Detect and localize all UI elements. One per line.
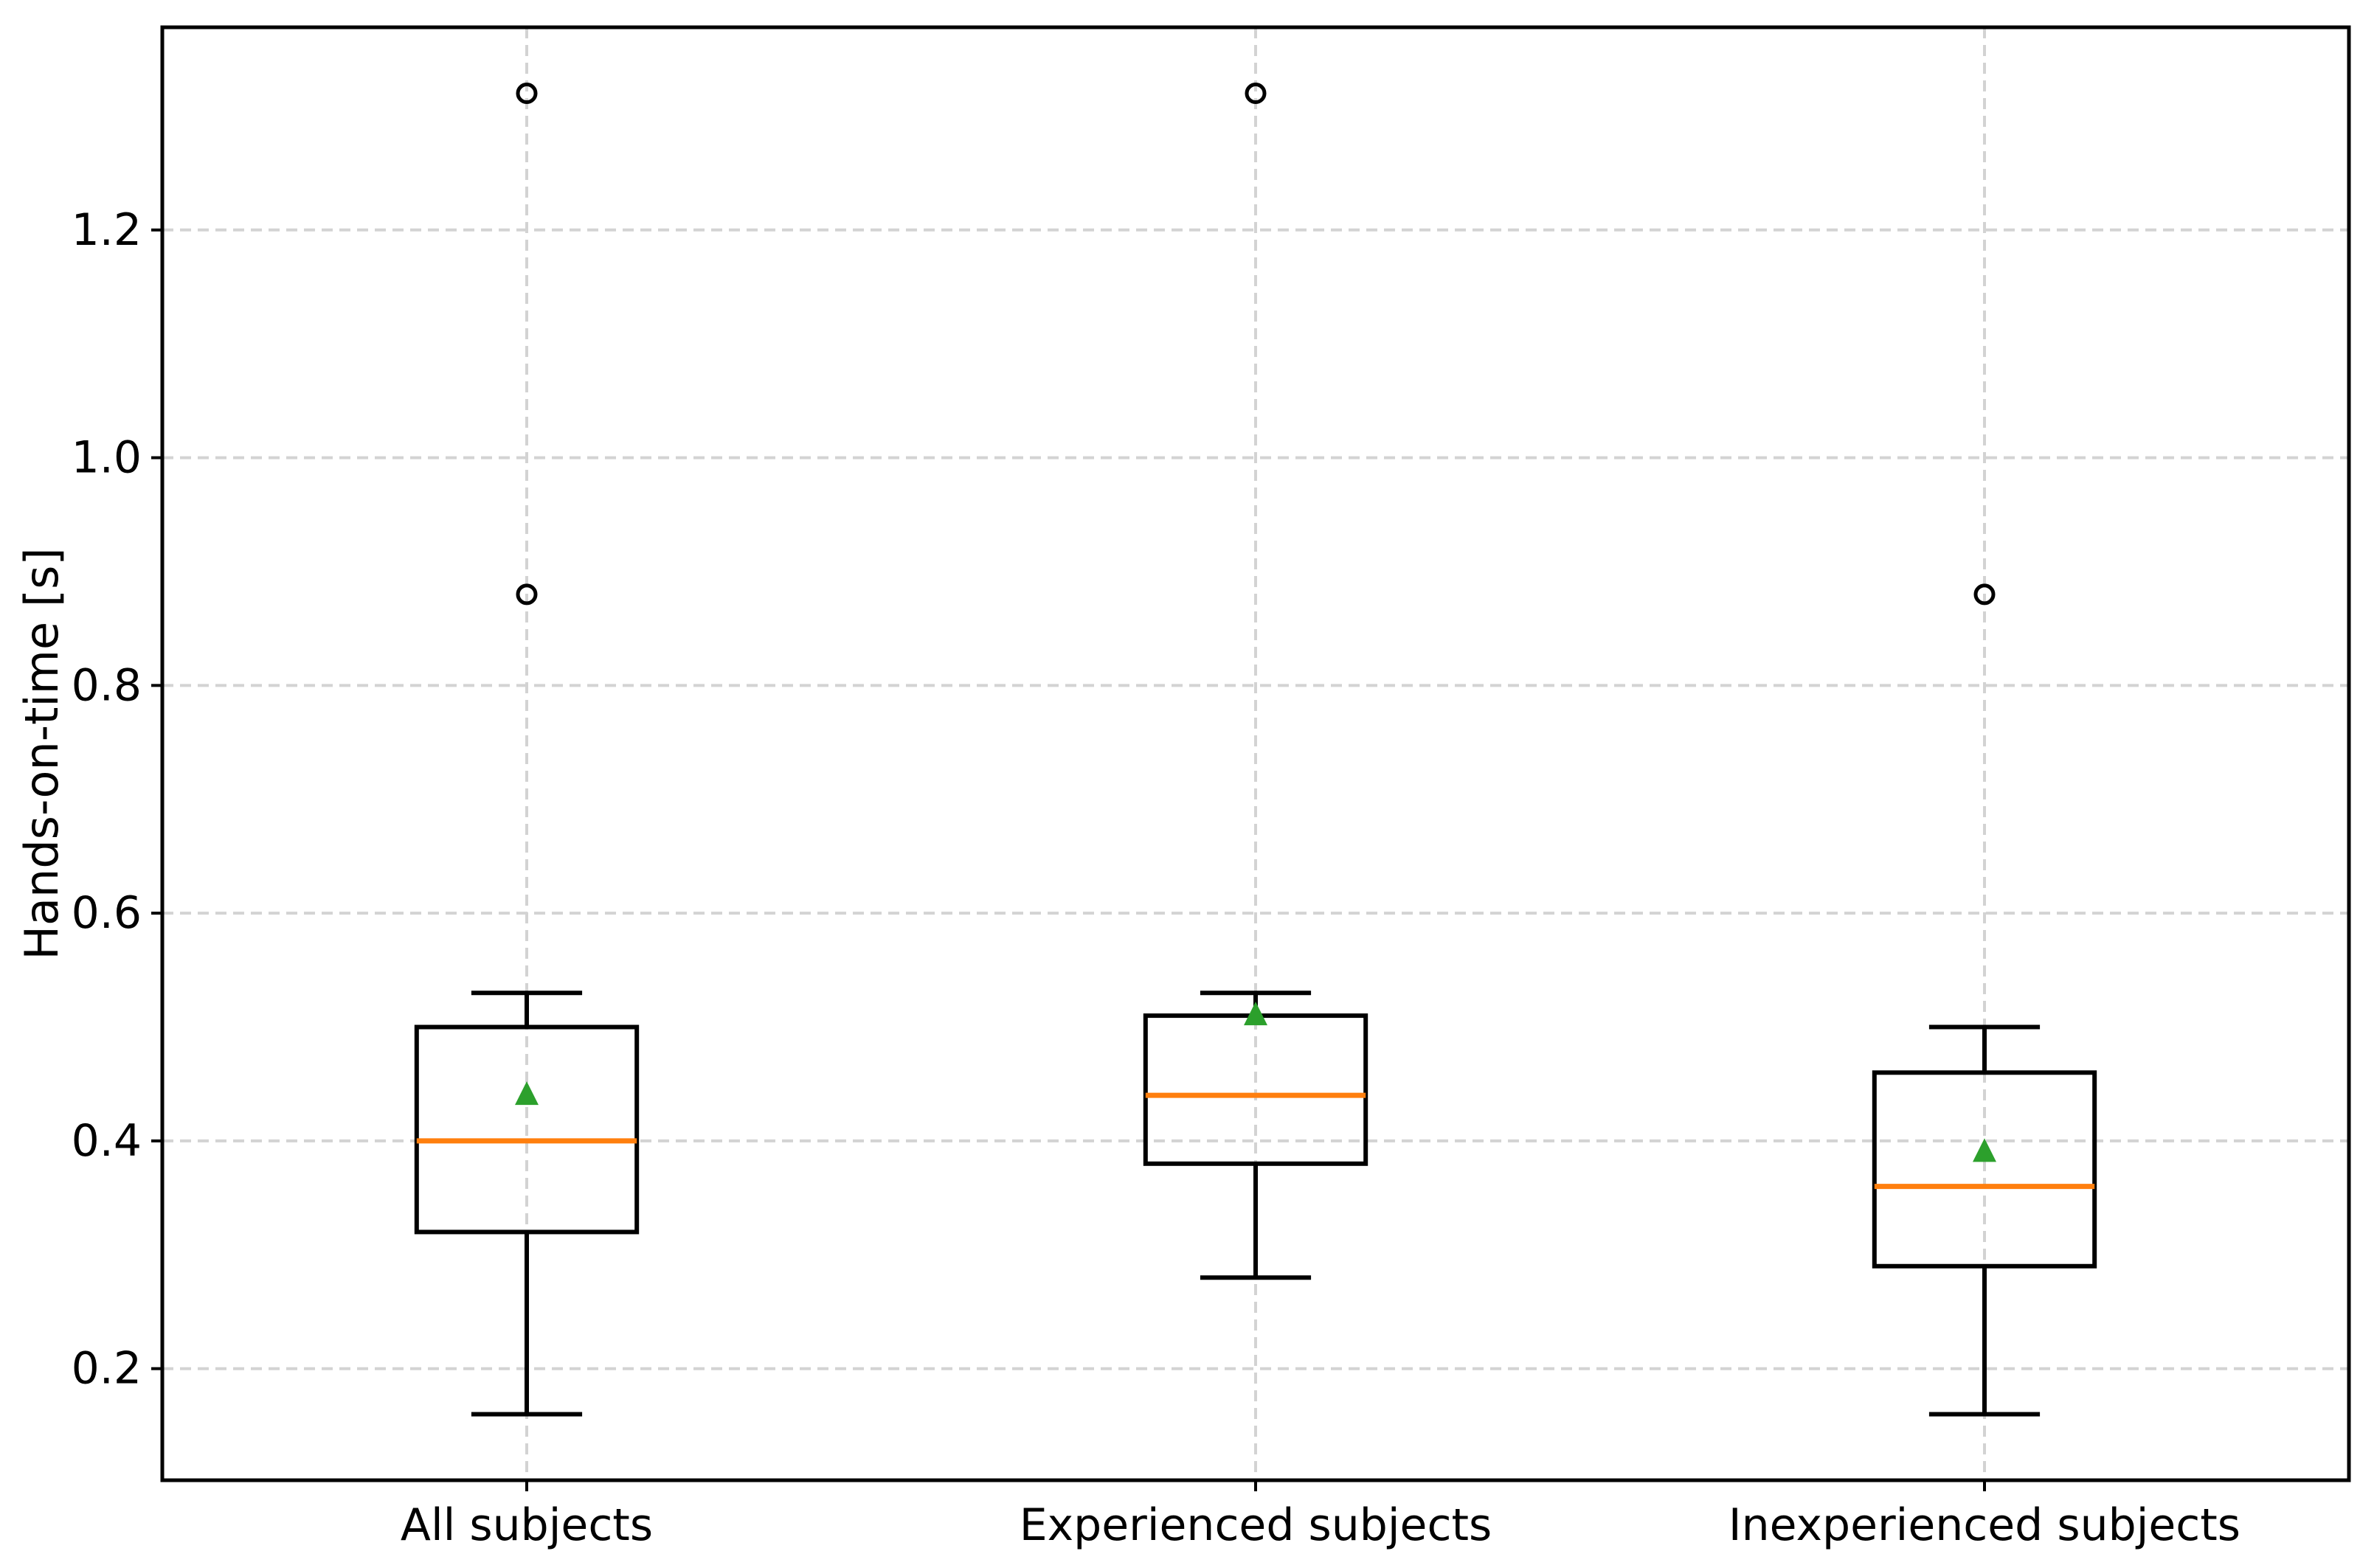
y-tick-label: 0.6: [72, 887, 142, 939]
x-tick-label: Inexperienced subjects: [1729, 1499, 2240, 1551]
y-tick-label: 1.0: [72, 432, 142, 484]
outlier-point: [516, 583, 538, 606]
outlier-point: [1245, 83, 1267, 105]
mean-marker: [515, 1081, 539, 1106]
iqr-box: [1872, 1070, 2097, 1269]
y-tick-label: 0.4: [72, 1115, 142, 1167]
box-layer: [414, 83, 2097, 1417]
mean-marker: [1973, 1138, 1996, 1162]
mean-marker: [1244, 1002, 1267, 1026]
x-tick-label: All subjects: [401, 1499, 653, 1551]
x-tick-label: Experienced subjects: [1020, 1499, 1492, 1551]
outlier-point: [516, 83, 538, 105]
boxplot-1: [414, 83, 640, 1417]
tick-layer: 0.2 0.4 0.6 0.8 1.0 1.2 All subjects Experience…: [72, 204, 2241, 1551]
y-tick-label: 0.2: [72, 1343, 142, 1395]
y-tick-label: 0.8: [72, 659, 142, 711]
boxplot-3: [1872, 583, 2097, 1417]
boxplot-2: [1143, 83, 1368, 1280]
outlier-point: [1973, 583, 1996, 606]
y-tick-label: 1.2: [72, 204, 142, 256]
iqr-box: [414, 1024, 640, 1235]
y-axis-label: Hands-on-time [s]: [15, 547, 69, 960]
